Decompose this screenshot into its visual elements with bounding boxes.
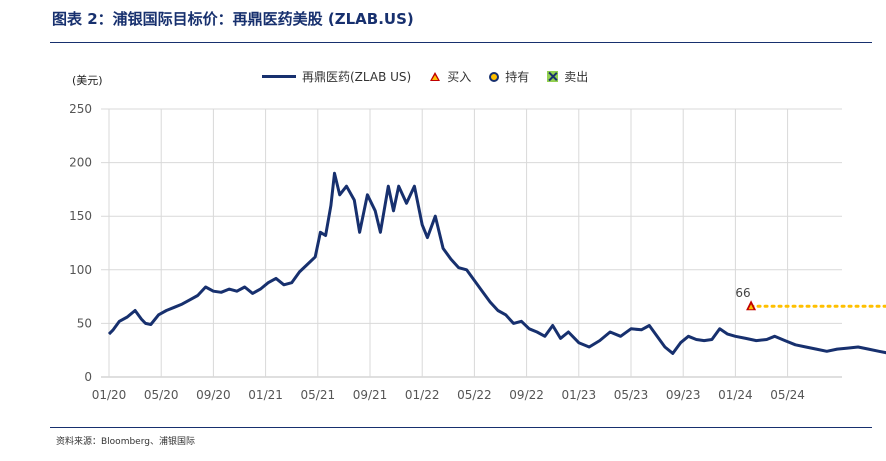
- x-tick-label: 05/24: [770, 388, 805, 402]
- x-tick-label: 01/24: [718, 388, 753, 402]
- legend-item-price: 再鼎医药(ZLAB US): [262, 68, 411, 85]
- x-tick-label: 05/20: [144, 388, 179, 402]
- legend-label-buy: 买入: [447, 70, 472, 84]
- x-tick-label: 05/22: [457, 388, 492, 402]
- hold-circle-icon: [489, 71, 500, 82]
- chart-legend: 再鼎医药(ZLAB US) 买入 持有 卖出: [262, 68, 588, 85]
- x-tick-label: 09/22: [509, 388, 544, 402]
- x-tick-label: 09/20: [196, 388, 231, 402]
- x-tick-label: 05/21: [301, 388, 336, 402]
- chart-title: 图表 2：浦银国际目标价：再鼎医药美股 (ZLAB.US): [52, 10, 414, 28]
- y-tick-label: 150: [69, 209, 92, 223]
- x-tick-label: 01/23: [562, 388, 597, 402]
- x-tick-label: 01/22: [405, 388, 440, 402]
- buy-marker: [746, 300, 757, 311]
- y-tick-label: 100: [69, 263, 92, 277]
- x-tick-label: 01/21: [248, 388, 283, 402]
- y-tick-label: 200: [69, 156, 92, 170]
- y-axis-unit-label: (美元): [72, 74, 103, 87]
- x-tick-label: 05/23: [614, 388, 649, 402]
- top-divider: [50, 42, 872, 43]
- x-tick-label: 09/21: [353, 388, 388, 402]
- bottom-divider: [50, 427, 872, 428]
- y-tick-label: 250: [69, 102, 92, 116]
- buy-triangle-icon: [429, 71, 441, 83]
- y-tick-label: 50: [77, 316, 92, 330]
- legend-label-price: 再鼎医药(ZLAB US): [302, 70, 412, 84]
- legend-item-buy: 买入: [429, 68, 471, 85]
- sell-cross-icon: [547, 71, 559, 82]
- legend-label-sell: 卖出: [564, 70, 589, 84]
- legend-label-hold: 持有: [505, 70, 530, 84]
- target-price-label: 66: [735, 286, 750, 300]
- legend-item-sell: 卖出: [547, 68, 588, 85]
- x-tick-label: 09/23: [666, 388, 701, 402]
- y-tick-label: 0: [84, 370, 92, 384]
- legend-line-icon: [262, 75, 296, 78]
- legend-item-hold: 持有: [489, 68, 529, 85]
- price-series-line: [107, 171, 886, 355]
- source-note: 资料来源：Bloomberg、浦银国际: [56, 437, 195, 447]
- x-tick-label: 01/20: [92, 388, 127, 402]
